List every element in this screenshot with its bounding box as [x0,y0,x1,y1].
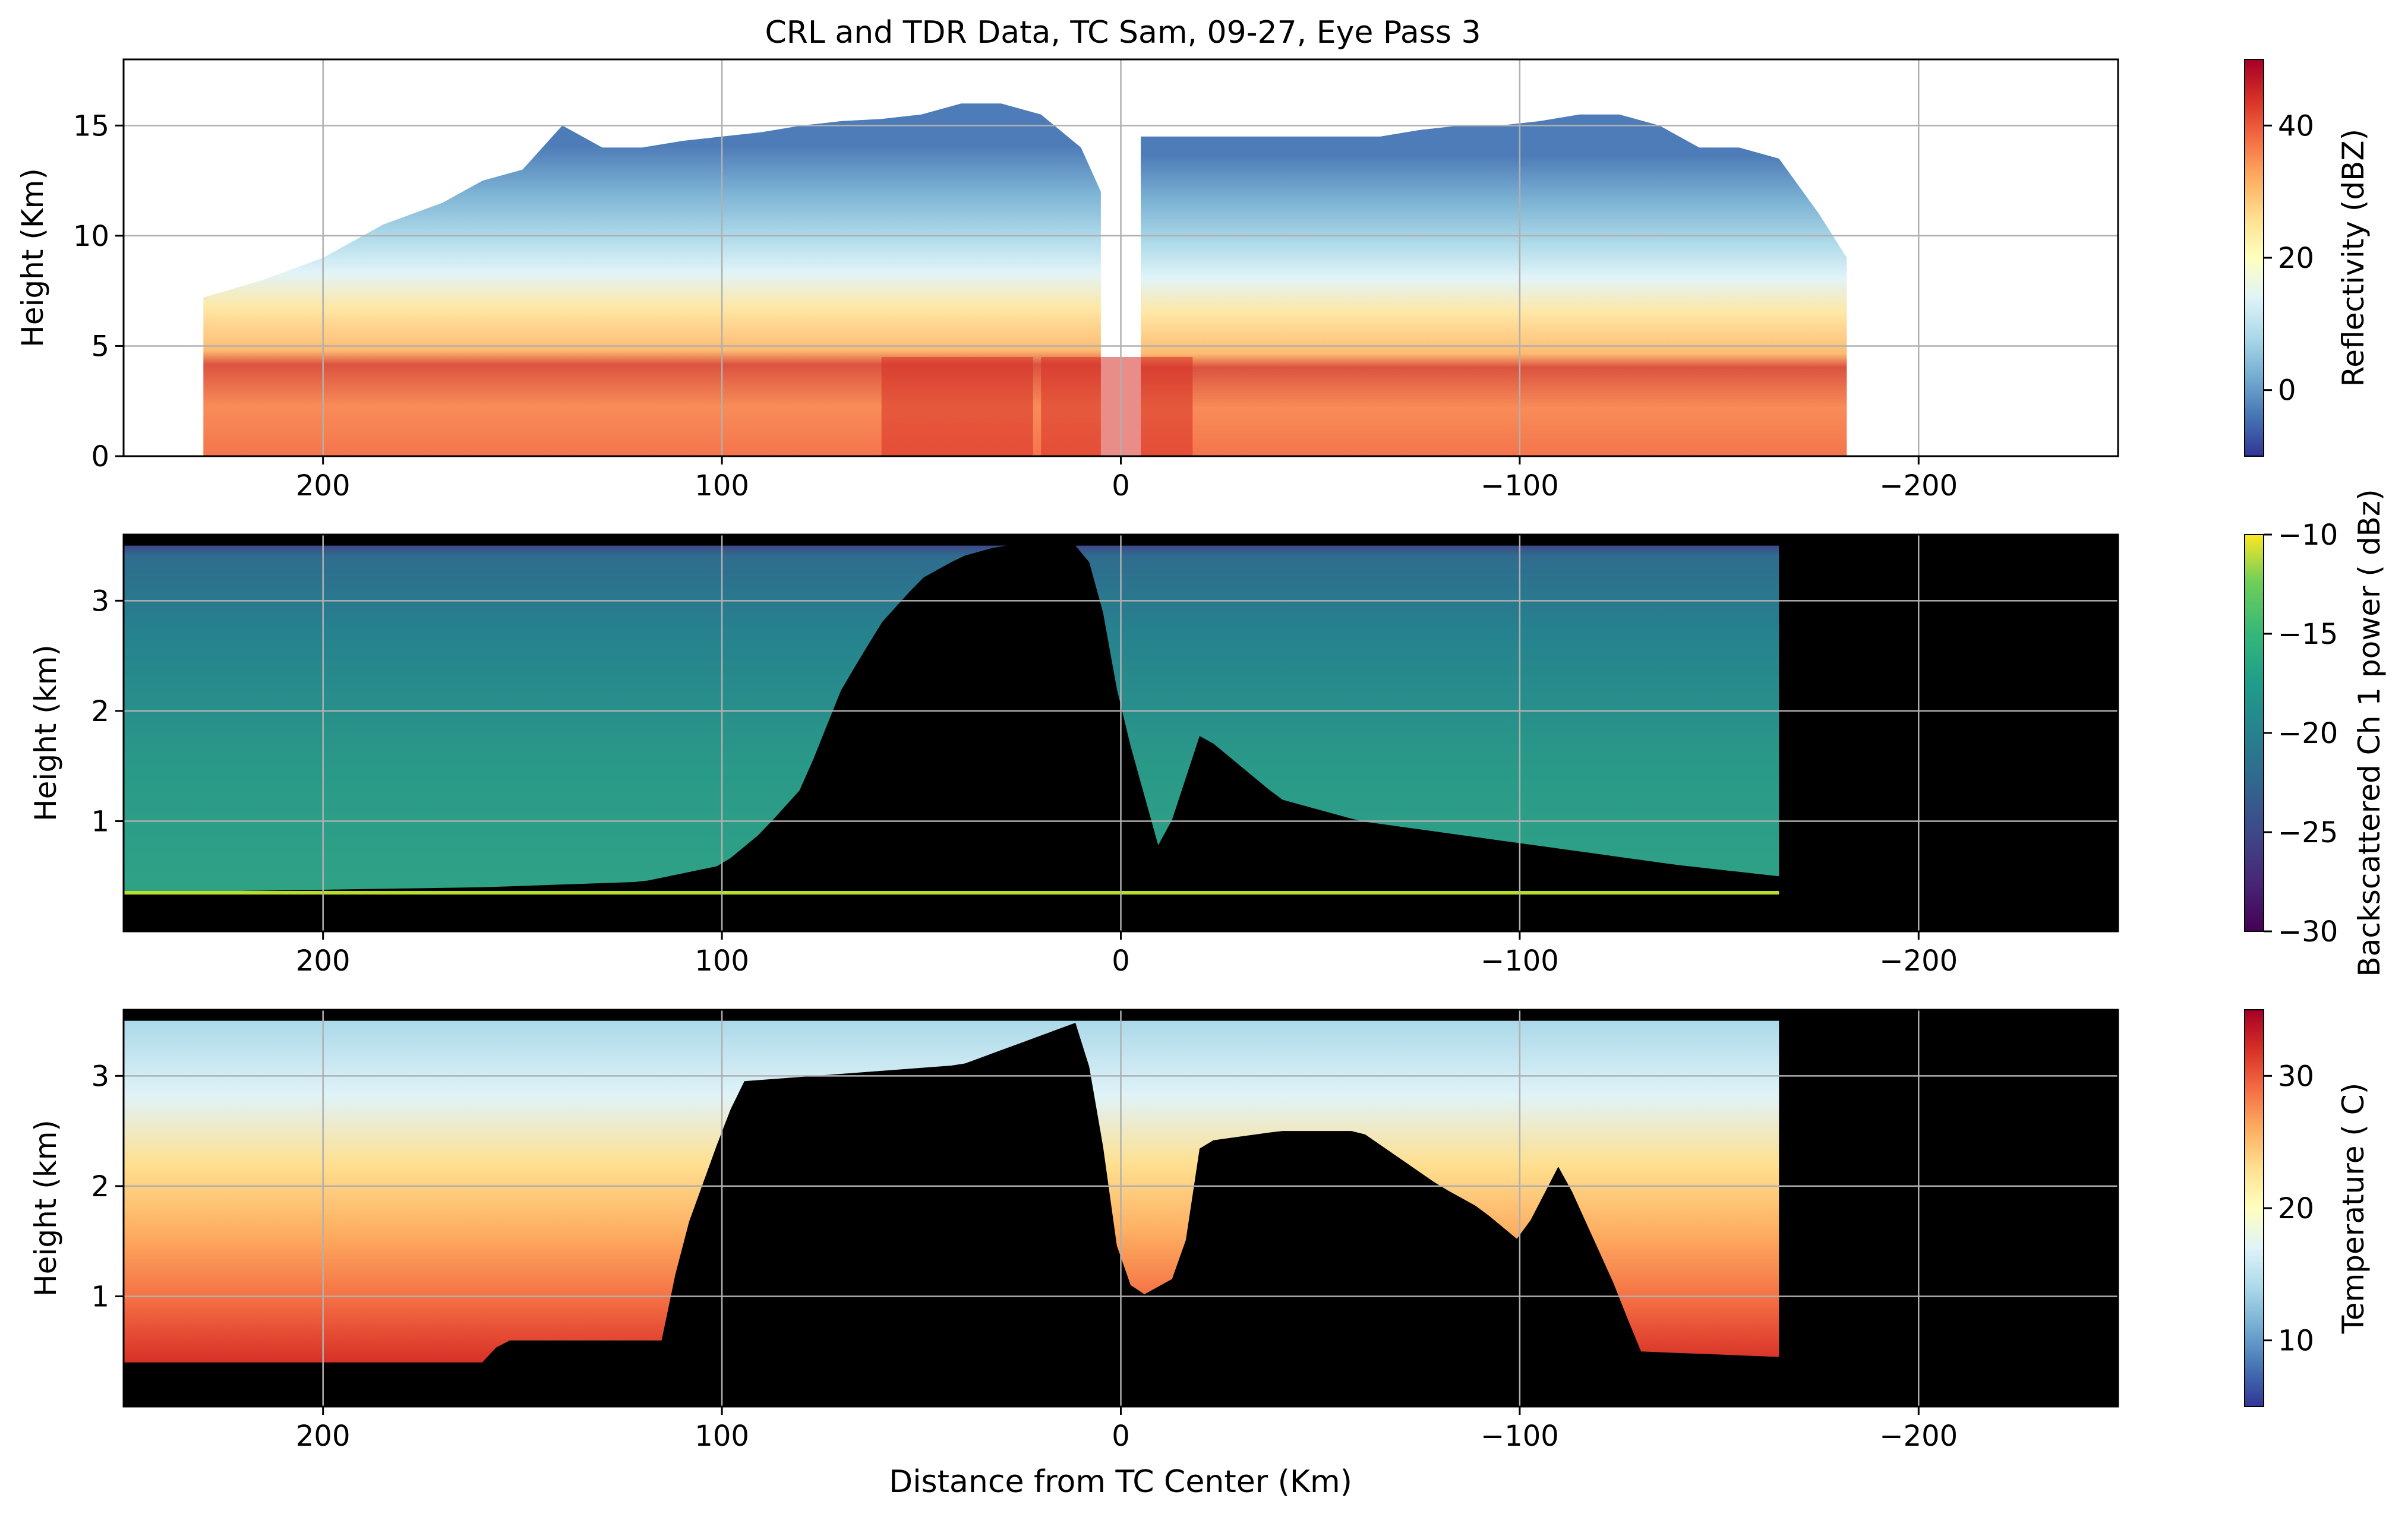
p2-ytick-label: 1 [91,1280,109,1313]
p1-xtick-label: 100 [695,944,749,978]
p2-xtick-label: −200 [1879,1420,1958,1453]
refl-echo-east [1141,114,1847,457]
p2-xtick-label: 100 [695,1420,749,1453]
p2-colorbar-label: Temperature ( C) [2336,1083,2371,1334]
panel-reflectivity: 200 100 0 −100 −200 0 5 10 15 Height (Km) 0 20 40… [15,58,2371,502]
p1-xticks: 200 100 0 −100 −200 [296,931,1958,978]
p0-ytick-label: 5 [91,330,109,363]
refl-core-1 [1041,357,1193,456]
p2-grid [124,1010,2118,1407]
p2-xtick-label: −100 [1481,1420,1559,1453]
p0-xtick-label: 200 [296,469,351,502]
p0-xtick-label: −100 [1481,469,1559,502]
p2-colorbar-ticks: 10 20 30 [2264,1060,2314,1358]
x-axis-label: Distance from TC Center (Km) [889,1464,1352,1500]
p1-xtick-label: −200 [1879,944,1958,978]
p1-xtick-label: 0 [1112,944,1130,978]
panel-lidar: 200 100 0 −100 −200 1 2 3 Height (km) −30 −25 −2… [29,489,2387,978]
p1-colorbar-ticks: −30 −25 −20 −15 −10 [2264,519,2338,949]
refl-core-0 [881,357,1033,456]
p1-ytick-label: 1 [91,805,109,838]
p0-colorbar-tick-label: 40 [2278,109,2314,143]
p2-colorbar-tick-label: 10 [2278,1325,2314,1358]
p0-colorbar [2244,59,2264,457]
p2-xticks: 200 100 0 −100 −200 [296,1407,1958,1453]
p2-ylabel: Height (km) [29,1120,63,1297]
p0-yticks: 0 5 10 15 [73,109,124,473]
p1-colorbar-tick-label: −25 [2278,816,2338,849]
p0-colorbar-ticks: 0 20 40 [2264,109,2314,407]
p2-colorbar [2244,1009,2264,1407]
figure-title: CRL and TDR Data, TC Sam, 09-27, Eye Pas… [765,15,1481,50]
p2-xtick-label: 0 [1112,1420,1130,1453]
temperature-field-data [124,1020,1779,1363]
p1-ytick-label: 2 [91,695,109,728]
p0-xtick-label: 0 [1112,469,1130,502]
p2-ytick-label: 3 [91,1060,109,1093]
p0-ylabel: Height (Km) [15,168,50,347]
refl-field [203,103,1847,457]
p0-ytick-label: 15 [73,109,109,143]
p0-colorbar-tick-label: 20 [2278,242,2314,275]
refl-echo-west [203,103,1101,456]
p1-colorbar [2244,534,2264,932]
p0-colorbar-label: Reflectivity (dBZ) [2336,129,2371,387]
lidar_backscatter-field-data [124,545,1779,893]
p0-xticks: 200 100 0 −100 −200 [296,456,1958,502]
p1-colorbar-tick-label: −10 [2278,519,2338,552]
p0-xtick-label: −200 [1879,469,1958,502]
p1-colorbar-tick-label: −15 [2278,618,2338,651]
p2-xtick-label: 200 [296,1420,351,1453]
p2-ytick-label: 2 [91,1170,109,1203]
panel-temperature: 200 100 0 −100 −200 1 2 3 Height (km) 10 20 30 T… [29,1009,2371,1453]
p1-colorbar-tick-label: −20 [2278,717,2338,750]
p0-colorbar-tick-label: 0 [2278,374,2296,407]
p1-ylabel: Height (km) [29,644,63,821]
p0-xtick-label: 100 [695,469,749,502]
p1-colorbar-tick-label: −30 [2278,915,2338,949]
p2-colorbar-tick-label: 30 [2278,1060,2314,1093]
p1-grid [124,535,2118,931]
p2-colorbar-tick-label: 20 [2278,1192,2314,1225]
p1-ytick-label: 3 [91,584,109,618]
p0-ytick-label: 0 [91,440,109,473]
p2-yticks: 1 2 3 [91,1060,124,1313]
p1-colorbar-label: Backscattered Ch 1 power ( dBz) [2352,489,2387,976]
p0-ytick-label: 10 [73,220,109,253]
p1-xtick-label: −100 [1481,944,1559,978]
p1-xtick-label: 200 [296,944,351,978]
p1-yticks: 1 2 3 [91,584,124,838]
